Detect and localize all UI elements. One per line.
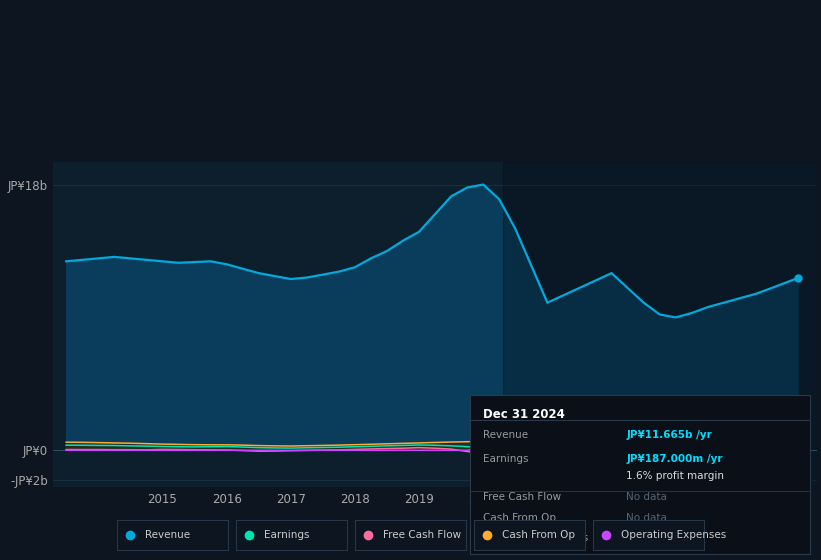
Text: JP¥11.665b /yr: JP¥11.665b /yr (626, 430, 712, 440)
Text: JP¥2.155b /yr: JP¥2.155b /yr (626, 534, 705, 543)
Text: No data: No data (626, 492, 667, 502)
Text: No data: No data (626, 513, 667, 522)
Text: Operating Expenses: Operating Expenses (484, 534, 589, 543)
Text: Revenue: Revenue (484, 430, 529, 440)
Text: JP¥187.000m /yr: JP¥187.000m /yr (626, 454, 722, 464)
Text: Free Cash Flow: Free Cash Flow (484, 492, 562, 502)
Text: Earnings: Earnings (264, 530, 310, 540)
Text: Operating Expenses: Operating Expenses (621, 530, 726, 540)
Text: Revenue: Revenue (144, 530, 190, 540)
Bar (502, 162, 817, 487)
Text: Cash From Op: Cash From Op (502, 530, 575, 540)
Text: Dec 31 2024: Dec 31 2024 (484, 408, 565, 421)
Text: Earnings: Earnings (484, 454, 529, 464)
Text: Free Cash Flow: Free Cash Flow (383, 530, 461, 540)
Text: 1.6% profit margin: 1.6% profit margin (626, 471, 724, 481)
Text: Cash From Op: Cash From Op (484, 513, 557, 522)
